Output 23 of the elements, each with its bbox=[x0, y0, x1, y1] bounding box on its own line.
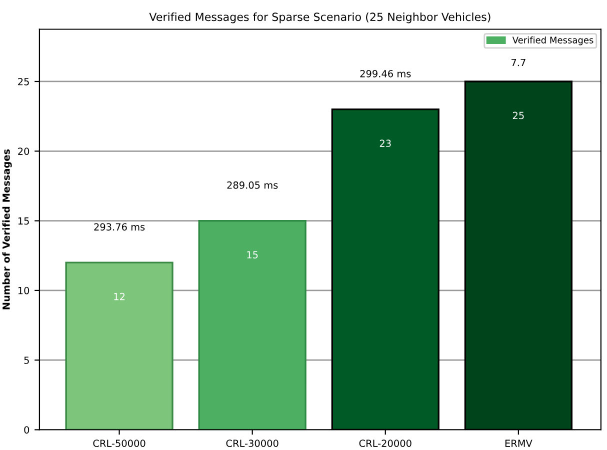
y-tick-label: 15 bbox=[18, 217, 29, 225]
data-label: 23 bbox=[380, 140, 391, 147]
annotation: 299.46 ms bbox=[360, 70, 411, 78]
chart-title: Verified Messages for Sparse Scenario (25 Neighbor Vehicles) bbox=[149, 12, 490, 24]
data-label: 25 bbox=[512, 112, 524, 120]
y-axis-title: Number of Verified Messages bbox=[2, 149, 12, 310]
bar bbox=[65, 262, 174, 430]
y-tick-label: 10 bbox=[18, 286, 30, 294]
x-tick-label: CRL-50000 bbox=[93, 440, 146, 447]
y-tick-label: 25 bbox=[18, 78, 29, 86]
annotation: 7.7 bbox=[512, 58, 526, 66]
bar bbox=[198, 220, 306, 430]
data-label: 12 bbox=[114, 292, 124, 300]
x-tick-label: CRL-20000 bbox=[359, 440, 412, 447]
x-tick-label: ERMV bbox=[505, 440, 532, 447]
y-tick-label: 5 bbox=[24, 356, 29, 364]
y-tick-label: 20 bbox=[18, 148, 30, 155]
annotation: 289.05 ms bbox=[227, 181, 278, 189]
data-label: 15 bbox=[247, 251, 258, 258]
legend-label: Verified Messages bbox=[512, 36, 594, 46]
annotation: 293.76 ms bbox=[94, 223, 145, 231]
y-tick-label: 0 bbox=[24, 426, 30, 434]
x-tick-label: CRL-30000 bbox=[226, 440, 278, 447]
